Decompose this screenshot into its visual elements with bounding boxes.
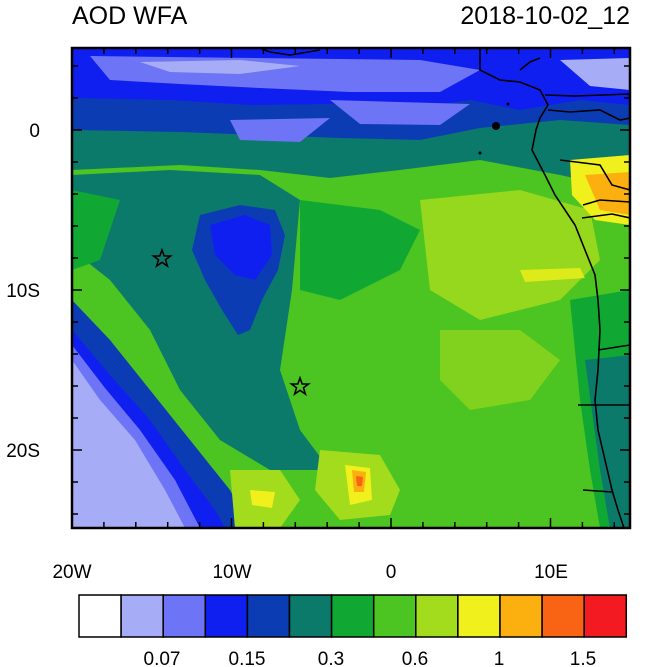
colorbar-box-11 bbox=[499, 594, 543, 638]
colorbar-box-2 bbox=[120, 594, 164, 638]
island-principe bbox=[506, 102, 510, 106]
star-marker-2 bbox=[289, 375, 311, 396]
axis-ticks bbox=[71, 48, 630, 528]
colorbar-box-4 bbox=[204, 594, 249, 638]
colorbar-box-5 bbox=[246, 594, 291, 638]
island-sao-tome bbox=[492, 122, 500, 130]
x-tick-label-10w: 10W bbox=[212, 562, 251, 583]
island-annobon bbox=[478, 151, 482, 155]
map-title: AOD WFA bbox=[72, 2, 188, 30]
x-tick-label-0: 0 bbox=[386, 562, 397, 583]
colorbar-box-9 bbox=[415, 594, 459, 638]
colorbar-box-6 bbox=[288, 594, 333, 638]
colorbar-box-8 bbox=[372, 594, 417, 638]
colorbar-label-0-07: 0.07 bbox=[144, 649, 181, 667]
colorbar-label-0-3: 0.3 bbox=[318, 649, 344, 667]
colorbar-box-3 bbox=[162, 594, 207, 638]
colorbar-box-7 bbox=[330, 594, 375, 638]
colorbar bbox=[78, 594, 628, 638]
colorbar-label-1: 1 bbox=[494, 649, 505, 667]
x-tick-label-20w: 20W bbox=[52, 562, 91, 583]
colorbar-box-10 bbox=[457, 594, 501, 638]
colorbar-box-13 bbox=[583, 594, 628, 638]
colorbar-label-0-6: 0.6 bbox=[402, 649, 428, 667]
star-marker-1 bbox=[151, 247, 173, 268]
colorbar-box-1 bbox=[78, 594, 122, 638]
y-tick-label-20s: 20S bbox=[6, 441, 40, 462]
station-markers bbox=[151, 247, 311, 396]
colorbar-label-0-15: 0.15 bbox=[229, 649, 266, 667]
x-tick-label-10e: 10E bbox=[534, 562, 568, 583]
colorbar-label-1-5: 1.5 bbox=[570, 649, 596, 667]
y-tick-label-10s: 10S bbox=[6, 281, 40, 302]
colorbar-box-12 bbox=[541, 594, 585, 638]
y-tick-label-0: 0 bbox=[29, 121, 40, 142]
map-frame bbox=[70, 46, 632, 530]
map-date: 2018-10-02_12 bbox=[460, 2, 630, 30]
coastline bbox=[259, 48, 630, 528]
aod-field bbox=[72, 48, 630, 528]
